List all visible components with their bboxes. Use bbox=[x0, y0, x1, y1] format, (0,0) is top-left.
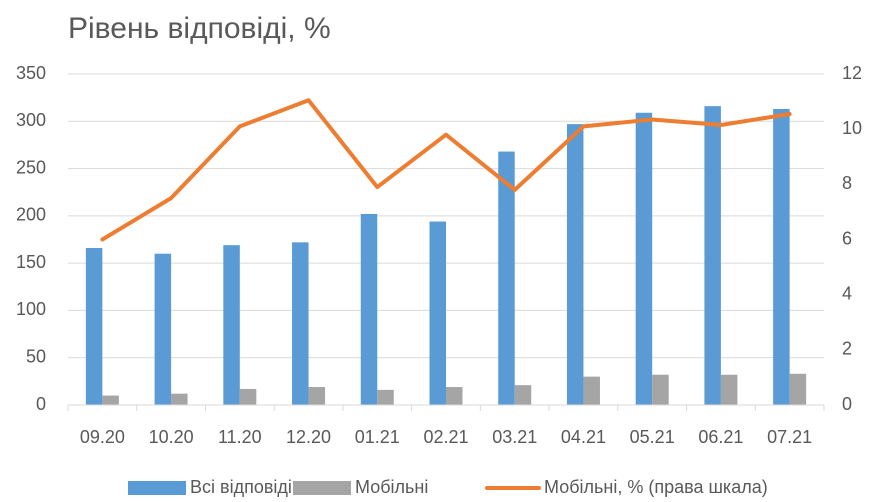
y2-tick-label: 10 bbox=[842, 118, 862, 138]
bar bbox=[566, 124, 584, 405]
legend-label: Всі відповіді bbox=[190, 477, 292, 497]
y-tick-label: 350 bbox=[16, 63, 46, 83]
bar bbox=[652, 374, 669, 405]
bar bbox=[292, 242, 309, 405]
bar bbox=[446, 387, 463, 405]
y2-tick-label: 0 bbox=[842, 394, 852, 414]
bar bbox=[583, 376, 600, 405]
x-tick-label: 09.20 bbox=[80, 427, 125, 447]
x-tick-label: 07.21 bbox=[767, 427, 812, 447]
chart-title: Рівень відповіді, % bbox=[68, 12, 331, 45]
bar bbox=[171, 393, 188, 405]
x-tick-label: 10.20 bbox=[149, 427, 194, 447]
legend-swatch bbox=[128, 481, 186, 495]
bar bbox=[720, 374, 738, 405]
x-tick-label: 01.21 bbox=[355, 427, 400, 447]
y2-tick-label: 8 bbox=[842, 173, 852, 193]
x-tick-label: 05.21 bbox=[630, 427, 675, 447]
bar bbox=[154, 253, 172, 405]
y-tick-label: 50 bbox=[26, 346, 46, 366]
bar bbox=[377, 389, 394, 405]
bar bbox=[102, 395, 119, 405]
bar bbox=[704, 106, 721, 405]
x-tick-label: 11.20 bbox=[218, 427, 262, 447]
x-tick-label: 02.21 bbox=[423, 427, 468, 447]
bar bbox=[789, 373, 807, 405]
legend-label: Мобільні bbox=[355, 477, 428, 497]
y-tick-label: 150 bbox=[16, 252, 46, 272]
x-tick-label: 12.20 bbox=[286, 427, 331, 447]
bar bbox=[498, 151, 515, 405]
x-tick-label: 06.21 bbox=[698, 427, 743, 447]
bar bbox=[308, 387, 326, 405]
y2-tick-label: 12 bbox=[842, 63, 862, 83]
x-tick-label: 03.21 bbox=[492, 427, 537, 447]
legend-swatch bbox=[293, 481, 351, 495]
bar bbox=[635, 112, 653, 405]
y-tick-label: 300 bbox=[16, 110, 46, 130]
y-tick-label: 250 bbox=[16, 157, 46, 177]
line-series bbox=[100, 98, 792, 242]
y2-tick-label: 4 bbox=[842, 283, 852, 303]
bar bbox=[429, 221, 446, 405]
y-tick-label: 0 bbox=[36, 394, 46, 414]
bar bbox=[360, 213, 378, 405]
y-tick-label: 100 bbox=[16, 299, 46, 319]
y-tick-label: 200 bbox=[16, 205, 46, 225]
y2-tick-label: 2 bbox=[842, 339, 852, 359]
y2-tick-label: 6 bbox=[842, 228, 852, 248]
legend-label: Мобільні, % (права шкала) bbox=[544, 477, 768, 497]
bar bbox=[85, 248, 103, 405]
bar bbox=[223, 245, 240, 405]
x-tick-label: 04.21 bbox=[561, 427, 606, 447]
bar bbox=[239, 388, 257, 405]
bar bbox=[514, 385, 532, 405]
bar bbox=[773, 108, 790, 406]
